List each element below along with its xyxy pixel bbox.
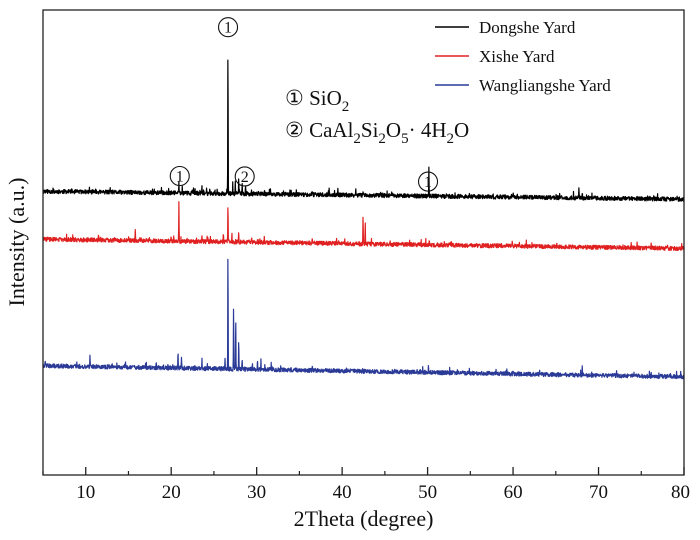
peak-marker-3: 1	[417, 171, 439, 192]
peak-marker-1: 1	[217, 17, 239, 38]
peak-marker-label-0: 1	[176, 169, 184, 186]
peak-marker-2: 2	[234, 166, 255, 187]
peak-marker-circle-3	[417, 171, 439, 192]
x-tick-label-2: 30	[247, 482, 266, 503]
series-line-1	[42, 201, 685, 252]
x-tick-label-0: 10	[76, 482, 95, 503]
x-axis: 10 20 30 40 50 60 70 80	[42, 467, 690, 503]
peak-marker-label-1: 1	[224, 20, 232, 37]
x-axis-title: 2Theta (degree)	[294, 506, 434, 531]
x-tick-label-7: 80	[671, 482, 690, 503]
series-line-0	[42, 59, 685, 202]
plot-frame	[42, 9, 685, 476]
phase-annotation-1: ② CaAl2Si2O5· 4H2O	[285, 118, 469, 147]
x-tick-label-6: 70	[589, 482, 608, 503]
x-tick-label-3: 40	[333, 482, 352, 503]
legend-label-0: Dongshe Yard	[479, 18, 576, 37]
peak-marker-circle-2	[234, 166, 255, 187]
peak-marker-label-3: 1	[424, 174, 432, 191]
series-line-2	[42, 258, 685, 380]
legend-label-2: Wangliangshe Yard	[479, 76, 611, 95]
legend: Dongshe Yard Xishe Yard Wangliangshe Yard	[435, 18, 611, 95]
phase-annotations: ① SiO2 ② CaAl2Si2O5· 4H2O	[285, 86, 469, 147]
peak-marker-0: 1	[169, 165, 190, 187]
legend-label-1: Xishe Yard	[479, 47, 555, 66]
peak-markers: 1 1 2 1	[169, 17, 439, 192]
phase-annotation-0: ① SiO2	[285, 86, 349, 115]
peak-marker-label-2: 2	[241, 169, 249, 186]
y-axis-title: Intensity (a.u.)	[4, 178, 29, 307]
series-layer	[42, 59, 685, 380]
x-tick-label-1: 20	[162, 482, 181, 503]
x-tick-label-4: 50	[418, 482, 437, 503]
peak-marker-circle-0	[169, 165, 190, 187]
peak-marker-circle-1	[217, 17, 239, 38]
x-tick-label-5: 60	[504, 482, 523, 503]
